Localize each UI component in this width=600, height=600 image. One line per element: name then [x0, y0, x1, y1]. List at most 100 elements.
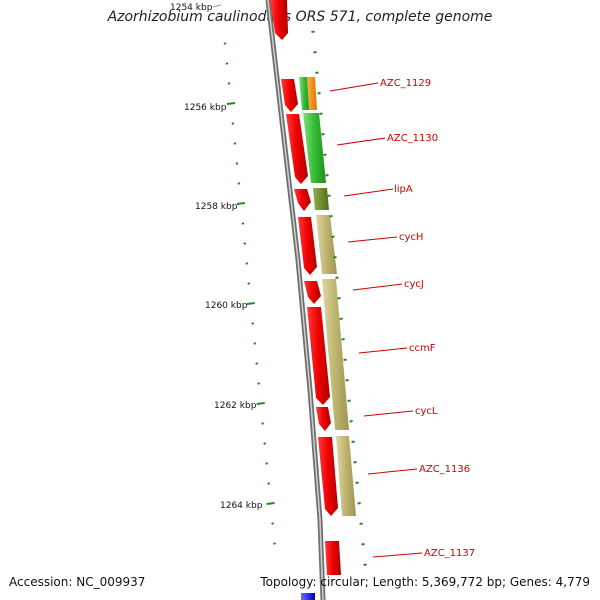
- kbp-major-tick: [246, 302, 255, 305]
- kbp-minor-tick: [255, 362, 259, 365]
- gene-tick: [345, 379, 349, 382]
- gene-arrow[interactable]: [307, 307, 330, 405]
- cds-olive[interactable]: [313, 188, 329, 210]
- cds-green-long[interactable]: [303, 113, 326, 183]
- gene-tick: [329, 215, 333, 218]
- kbp-label: 1258 kbp: [195, 202, 238, 212]
- kbp-major-tick: [256, 402, 265, 405]
- gene-tick: [315, 71, 319, 74]
- gene-tick: [339, 317, 343, 320]
- gene-leader-line: [372, 552, 423, 558]
- gene-leader-line: [358, 347, 408, 354]
- gene-label-azc-1129[interactable]: AZC_1129: [380, 78, 431, 89]
- gene-leader-line: [363, 410, 414, 417]
- kbp-minor-tick: [265, 462, 269, 465]
- gene-tick: [311, 30, 315, 33]
- gene-arrow[interactable]: [325, 541, 341, 575]
- gene-arrow[interactable]: [286, 114, 308, 184]
- kbp-minor-tick: [267, 482, 271, 485]
- accession-text: Accession: NC_009937: [9, 575, 146, 589]
- cds-orange[interactable]: [307, 77, 317, 110]
- kbp-minor-tick: [233, 142, 237, 145]
- gene-label-cych[interactable]: cycH: [399, 232, 423, 243]
- gene-tick: [321, 133, 325, 136]
- gene-arrow[interactable]: [316, 407, 331, 431]
- gene-leader-line: [347, 236, 398, 243]
- kbp-minor-tick: [235, 162, 239, 165]
- blue-feature[interactable]: [301, 593, 315, 600]
- gene-tick: [351, 440, 355, 443]
- kbp-label: 1264 kbp: [220, 501, 263, 511]
- gene-tick: [325, 174, 329, 177]
- gene-tick: [331, 235, 335, 238]
- gene-tick: [341, 338, 345, 341]
- kbp-label: 1256 kbp: [184, 103, 227, 113]
- kbp-minor-tick: [273, 542, 277, 545]
- gene-tick: [343, 358, 347, 361]
- cds-khaki[interactable]: [316, 215, 337, 274]
- gene-arrow[interactable]: [298, 217, 317, 275]
- gene-tick: [313, 51, 317, 54]
- kbp-minor-tick: [257, 382, 261, 385]
- kbp-minor-tick: [263, 442, 267, 445]
- gene-label-lipa[interactable]: lipA: [394, 184, 413, 195]
- gene-label-cycj[interactable]: cycJ: [404, 279, 424, 290]
- cds-khaki[interactable]: [336, 436, 356, 516]
- gene-leader-line: [352, 283, 403, 291]
- kbp-minor-tick: [227, 82, 231, 85]
- kbp-minor-tick: [223, 42, 227, 45]
- cds-khaki[interactable]: [322, 279, 349, 430]
- gene-tick: [335, 276, 339, 279]
- kbp-minor-tick: [243, 242, 247, 245]
- kbp-minor-tick: [237, 182, 241, 185]
- genome-stats-text: Topology: circular; Length: 5,369,772 bp…: [260, 575, 590, 589]
- kbp-minor-tick: [225, 62, 229, 65]
- gene-leader-line: [367, 468, 418, 475]
- kbp-label: 1260 kbp: [205, 301, 248, 311]
- gene-leader-line: [336, 137, 386, 146]
- kbp-minor-tick: [231, 122, 235, 125]
- gene-tick: [353, 461, 357, 464]
- gene-tick: [361, 543, 365, 546]
- gene-tick: [337, 297, 341, 300]
- gene-label-ccmf[interactable]: ccmF: [409, 343, 436, 354]
- gene-tick: [349, 420, 353, 423]
- gene-tick: [357, 502, 361, 505]
- gene-tick: [327, 194, 331, 197]
- gene-label-azc-1137[interactable]: AZC_1137: [424, 548, 475, 559]
- gene-tick: [333, 256, 337, 259]
- cds-green[interactable]: [299, 77, 310, 110]
- kbp-minor-tick: [251, 322, 255, 325]
- genome-backbone-highlight: [267, 0, 324, 600]
- gene-arrow[interactable]: [294, 189, 311, 211]
- kbp-minor-tick: [261, 422, 265, 425]
- gene-tick: [347, 399, 351, 402]
- kbp-major-tick: [266, 502, 275, 505]
- gene-tick: [355, 481, 359, 484]
- kbp-major-tick: [236, 202, 246, 205]
- kbp-minor-tick: [247, 282, 251, 285]
- gene-arrow[interactable]: [318, 437, 338, 516]
- gene-label-azc-1136[interactable]: AZC_1136: [419, 464, 470, 475]
- gene-label-azc-1130[interactable]: AZC_1130: [387, 133, 438, 144]
- gene-leader-line: [343, 188, 394, 197]
- kbp-minor-tick: [253, 342, 257, 345]
- kbp-label: 1254 kbp: [170, 3, 213, 13]
- map-title: Azorhizobium caulinodans ORS 571, comple…: [107, 9, 493, 25]
- gene-arrow[interactable]: [304, 281, 321, 304]
- gene-arrow[interactable]: [270, 0, 288, 40]
- gene-tick: [359, 522, 363, 525]
- gene-tick-marks: [311, 30, 367, 566]
- kbp-minor-tick: [245, 262, 249, 265]
- kbp-tick-marks: [223, 42, 277, 545]
- gene-tick: [319, 112, 323, 115]
- kbp-label: 1262 kbp: [214, 401, 257, 411]
- kbp-major-tick: [226, 102, 236, 105]
- gene-leader-line: [329, 82, 379, 92]
- kbp-minor-tick: [241, 222, 245, 225]
- gene-arrow[interactable]: [281, 79, 298, 112]
- gene-label-cycl[interactable]: cycL: [415, 406, 438, 417]
- gene-tick: [323, 153, 327, 156]
- kbp-minor-tick: [271, 522, 275, 525]
